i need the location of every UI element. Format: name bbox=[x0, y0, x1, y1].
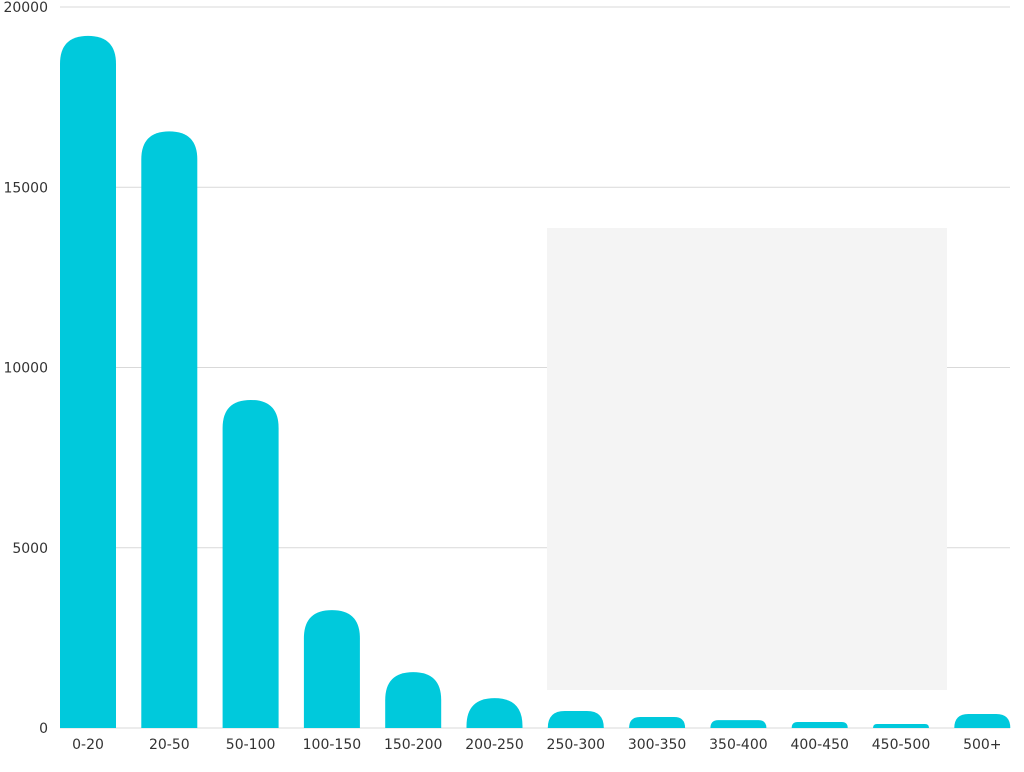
bar-0-20[interactable] bbox=[60, 35, 116, 728]
x-tick-label: 350-400 bbox=[709, 737, 768, 753]
x-tick-label: 450-500 bbox=[872, 737, 931, 753]
x-tick-label: 300-350 bbox=[628, 737, 687, 753]
x-tick-label: 400-450 bbox=[790, 737, 849, 753]
y-tick-label: 5000 bbox=[12, 541, 48, 557]
x-tick-label: 500+ bbox=[963, 737, 1001, 753]
bar-400-450[interactable] bbox=[791, 722, 848, 728]
bar-500+[interactable] bbox=[954, 713, 1011, 728]
bar-250-300[interactable] bbox=[547, 711, 604, 728]
x-tick-label: 250-300 bbox=[547, 737, 606, 753]
y-tick-label: 15000 bbox=[3, 180, 48, 196]
x-tick-label: 20-50 bbox=[149, 737, 190, 753]
y-tick-label: 0 bbox=[39, 721, 48, 737]
x-tick-label: 0-20 bbox=[72, 737, 104, 753]
x-axis-ticks: 0-20 20-50 50-100 100-150 150-200 200-250 250-… bbox=[72, 737, 1001, 753]
x-tick-label: 150-200 bbox=[384, 737, 443, 753]
y-tick-label: 10000 bbox=[3, 361, 48, 377]
bar-300-350[interactable] bbox=[629, 717, 686, 728]
x-tick-label: 50-100 bbox=[226, 737, 276, 753]
bars bbox=[60, 35, 1011, 728]
y-axis-ticks: 0 5000 10000 15000 20000 bbox=[3, 0, 48, 737]
x-tick-label: 100-150 bbox=[303, 737, 362, 753]
bar-200-250[interactable] bbox=[466, 698, 523, 728]
bar-350-400[interactable] bbox=[710, 720, 767, 728]
y-tick-label: 20000 bbox=[3, 0, 48, 16]
bar-450-500[interactable] bbox=[873, 724, 929, 728]
x-tick-label: 200-250 bbox=[465, 737, 524, 753]
bar-50-100[interactable] bbox=[222, 399, 279, 728]
bar-150-200[interactable] bbox=[385, 672, 442, 728]
tooltip-placeholder-overlay bbox=[547, 228, 947, 690]
bar-100-150[interactable] bbox=[303, 610, 360, 728]
bar-20-50[interactable] bbox=[141, 131, 198, 728]
